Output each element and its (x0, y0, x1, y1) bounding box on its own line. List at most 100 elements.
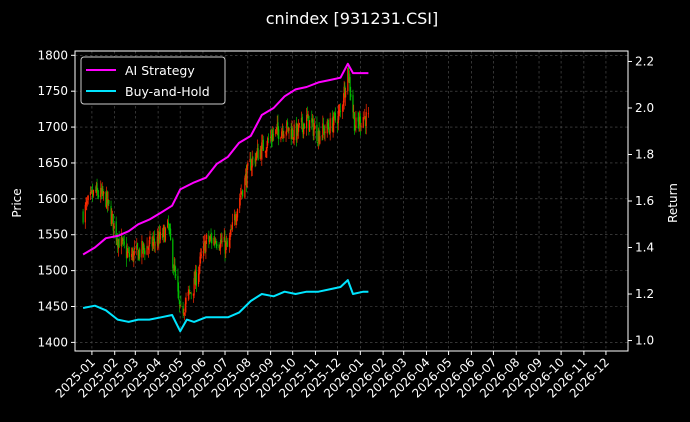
candle-body (159, 231, 161, 240)
candle-body (187, 292, 189, 296)
candle-body (256, 148, 258, 154)
candle-body (92, 191, 94, 198)
candle-body (342, 100, 345, 106)
candle-body (183, 312, 186, 315)
candle-body (297, 125, 299, 133)
candle-body (154, 244, 156, 246)
candle-body (90, 190, 92, 191)
candle-body (367, 113, 370, 115)
candle-body (321, 135, 323, 137)
candle-body (230, 229, 232, 235)
candle-body (100, 187, 102, 198)
candle-body (210, 236, 212, 239)
candle-body (143, 245, 145, 249)
candle-body (327, 123, 329, 128)
candle-body (291, 128, 293, 139)
candle-body (203, 241, 206, 244)
candle-body (169, 228, 172, 240)
candle-body (250, 158, 252, 171)
candle-body (190, 293, 192, 295)
candle-body (108, 200, 110, 204)
candle-body (194, 276, 196, 285)
candle-body (111, 214, 113, 225)
candle-body (84, 204, 86, 223)
candle-body (303, 123, 305, 135)
candle-body (349, 77, 351, 92)
candle-body (267, 138, 269, 146)
candle-body (225, 242, 228, 245)
candle-body (136, 244, 138, 251)
candle-body (117, 239, 119, 247)
candle-body (167, 220, 169, 228)
candle-body (158, 232, 161, 239)
candle-body (339, 110, 342, 112)
candle-body (97, 195, 100, 198)
candle-body (293, 124, 295, 140)
candle-body (355, 117, 357, 129)
candle-body (192, 293, 194, 296)
candle-body (218, 244, 220, 248)
candle-body (132, 249, 134, 261)
candle-body (364, 116, 367, 127)
candle-body (121, 237, 123, 241)
candle-body (278, 129, 280, 140)
candle-body (281, 131, 283, 138)
candle-body (363, 117, 365, 119)
candle-body (338, 110, 340, 114)
candle-body (122, 239, 124, 241)
candle-body (172, 269, 175, 271)
candle-body (302, 127, 304, 134)
candle-body (213, 237, 215, 245)
candle-body (339, 109, 341, 111)
candle-body (347, 67, 349, 91)
candle-body (275, 129, 277, 135)
y-tick-label: 1600 (37, 192, 68, 206)
candle-body (97, 190, 99, 196)
candle-body (322, 125, 325, 129)
buy-and-hold-line (82, 279, 369, 333)
candle-body (211, 237, 213, 244)
candle-body (85, 203, 87, 205)
candle-body (228, 238, 231, 247)
legend-bh-label: Buy-and-Hold (125, 84, 210, 99)
candle-body (312, 119, 314, 137)
candle-body (307, 114, 309, 119)
candle-body (365, 112, 367, 126)
candle-body (285, 132, 287, 134)
candle-body (247, 162, 249, 166)
y2-tick-label: 1.6 (635, 194, 654, 208)
candle-body (297, 124, 300, 132)
candle-body (147, 246, 149, 249)
candle-body (257, 148, 259, 161)
candle-body (359, 116, 361, 128)
candle-body (345, 91, 347, 98)
candle-body (137, 250, 139, 261)
candle-body (343, 86, 345, 103)
candle-body (185, 297, 187, 305)
candle-body (226, 240, 228, 247)
candle-body (255, 156, 257, 162)
candle-body (265, 150, 267, 153)
candle-body (106, 192, 108, 208)
candle-body (328, 126, 330, 130)
candle-body (193, 278, 195, 296)
candle-body (200, 254, 203, 256)
candle-body (251, 158, 253, 168)
candle-body (127, 252, 129, 254)
candle-body (271, 137, 273, 141)
legend: AI Strategy Buy-and-Hold (80, 56, 226, 105)
candle-body (149, 236, 151, 240)
candle-body (153, 238, 156, 244)
candle-body (142, 241, 144, 252)
y2-tick-label: 1.0 (635, 334, 654, 348)
y2-axis-label: Return (666, 183, 680, 223)
candle-body (195, 271, 197, 286)
candle-body (326, 121, 328, 134)
candle-body (183, 312, 185, 315)
candle-body (311, 118, 314, 122)
candle-body (245, 173, 247, 179)
candle-body (105, 192, 107, 207)
candle-body (300, 118, 303, 123)
candle-body (209, 236, 211, 240)
candle-body (118, 238, 120, 248)
